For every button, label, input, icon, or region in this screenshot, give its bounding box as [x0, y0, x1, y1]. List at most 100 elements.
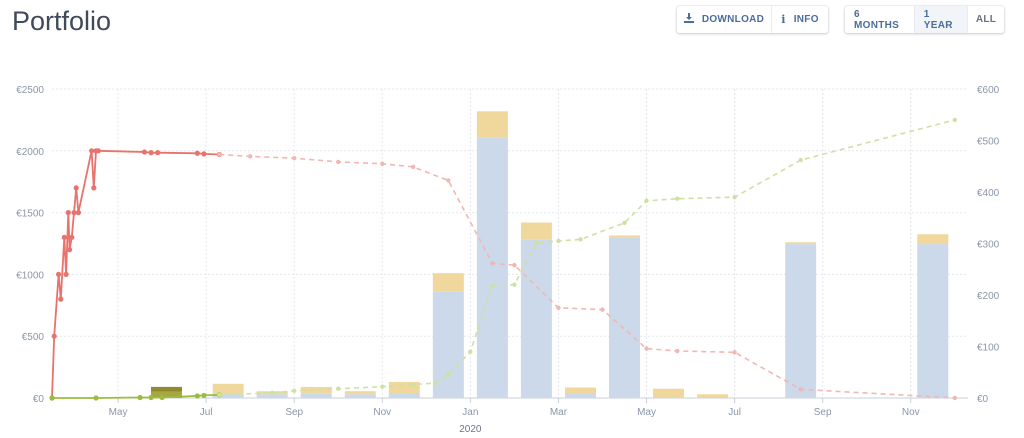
red-series-point: [91, 185, 97, 191]
page-title: Portfolio: [12, 6, 112, 36]
red-series-point: [410, 164, 416, 170]
red-series-point: [63, 271, 69, 277]
x-tick-label: Jan: [462, 407, 478, 418]
green-series-point: [468, 349, 473, 354]
red-series-point: [61, 234, 67, 240]
x-tick-label: May: [109, 407, 128, 418]
bar-segment-base: [300, 393, 332, 398]
y-right-tick-label: €100: [977, 343, 1000, 354]
red-series-point: [490, 261, 495, 266]
y-left-tick-label: €2500: [16, 85, 44, 96]
bar-segment-top: [917, 234, 949, 245]
bar-segment-base: [151, 391, 182, 398]
range-button-group: 6 MONTHS 1 YEAR ALL: [845, 6, 1004, 33]
x-tick-label: May: [637, 407, 656, 418]
bar-segment-base: [432, 291, 464, 398]
red-series-point: [65, 210, 71, 216]
y-right-tick-label: €500: [977, 137, 1000, 148]
x-tick-label: Jul: [728, 407, 741, 418]
green-series-point: [732, 194, 737, 200]
green-series-point: [217, 392, 222, 398]
green-series-point: [446, 372, 451, 378]
red-series-point: [67, 247, 73, 253]
red-series-point: [155, 150, 161, 156]
bar-segment-base: [256, 394, 288, 398]
red-series-point: [71, 210, 77, 216]
green-series-point: [675, 196, 680, 201]
bar-segment-base: [609, 237, 640, 398]
red-series-line: [51, 149, 220, 399]
y-left-tick-label: €1500: [16, 209, 44, 220]
download-button[interactable]: DOWNLOAD: [677, 6, 772, 33]
red-series-point: [75, 210, 82, 216]
red-series-point: [194, 150, 200, 156]
info-button[interactable]: i INFO: [772, 6, 828, 33]
y-left-tick-label: €2000: [16, 147, 44, 158]
red-series-point: [732, 350, 737, 355]
bar-segment-base: [388, 393, 420, 398]
red-series-point: [95, 148, 101, 154]
green-series-point: [622, 220, 627, 226]
red-series-point: [292, 156, 297, 161]
bar-segment-base: [212, 393, 244, 398]
bar-segment-base: [917, 244, 949, 398]
red-series-point: [201, 151, 207, 157]
y-right-tick-label: €200: [977, 291, 1000, 302]
green-series-point: [269, 390, 275, 396]
bar-segment-top: [300, 386, 332, 394]
export-button-group: DOWNLOAD i INFO: [677, 6, 828, 33]
red-series-point: [380, 161, 385, 166]
red-series-point: [51, 333, 57, 339]
green-series-point: [380, 384, 385, 389]
red-series-point: [446, 178, 451, 183]
red-series-point: [217, 152, 222, 157]
x-tick-label: Nov: [902, 407, 920, 418]
red-series-point: [675, 348, 680, 354]
red-series-point: [952, 395, 957, 401]
green-series-point: [49, 395, 55, 401]
download-label: DOWNLOAD: [701, 14, 765, 25]
range-all-label: ALL: [975, 14, 997, 25]
bar-segment-top: [476, 111, 508, 138]
range-1-year-button[interactable]: 1 YEAR: [914, 6, 968, 33]
x-tick-label: Mar: [550, 407, 568, 418]
bar-segment-top: [432, 273, 464, 292]
red-series-point: [247, 154, 253, 159]
green-series-point: [578, 237, 583, 242]
red-series-line: [219, 153, 955, 399]
green-series-point: [534, 240, 539, 246]
x-tick-label: Jul: [200, 407, 213, 418]
bar-segment-base: [344, 394, 376, 398]
green-series-point: [644, 198, 649, 203]
green-series-point: [292, 388, 297, 393]
info-label: INFO: [793, 14, 819, 25]
green-series-point: [798, 157, 803, 163]
info-icon: i: [781, 13, 786, 26]
range-6-months-button[interactable]: 6 MONTHS: [845, 6, 915, 33]
green-series-point: [159, 394, 165, 401]
bar-segment-base: [564, 393, 596, 398]
y-right-tick-label: €300: [977, 240, 1000, 251]
green-series-point: [952, 117, 957, 123]
bar-segment-top: [785, 242, 817, 245]
bar-segment-top: [151, 386, 182, 392]
red-series-point: [73, 185, 79, 191]
x-year-label: 2020: [459, 424, 482, 435]
range-all-button[interactable]: ALL: [968, 6, 1004, 33]
bar-segment-base: [785, 244, 817, 398]
red-series-point: [56, 271, 62, 277]
range-1-year-label: 1 YEAR: [923, 8, 953, 31]
green-series-point: [336, 386, 341, 391]
green-series-point: [432, 380, 438, 386]
x-tick-label: Nov: [373, 407, 391, 418]
green-series-point: [410, 382, 416, 387]
red-series-point: [600, 307, 605, 312]
green-series-point: [556, 238, 561, 244]
bar-segment-top: [520, 222, 552, 240]
range-6-months-label: 6 MONTHS: [854, 8, 900, 31]
bar-segment-top: [653, 388, 685, 398]
bar-segment-top: [212, 383, 244, 394]
red-series-point: [644, 346, 649, 351]
red-series-point: [556, 305, 561, 310]
